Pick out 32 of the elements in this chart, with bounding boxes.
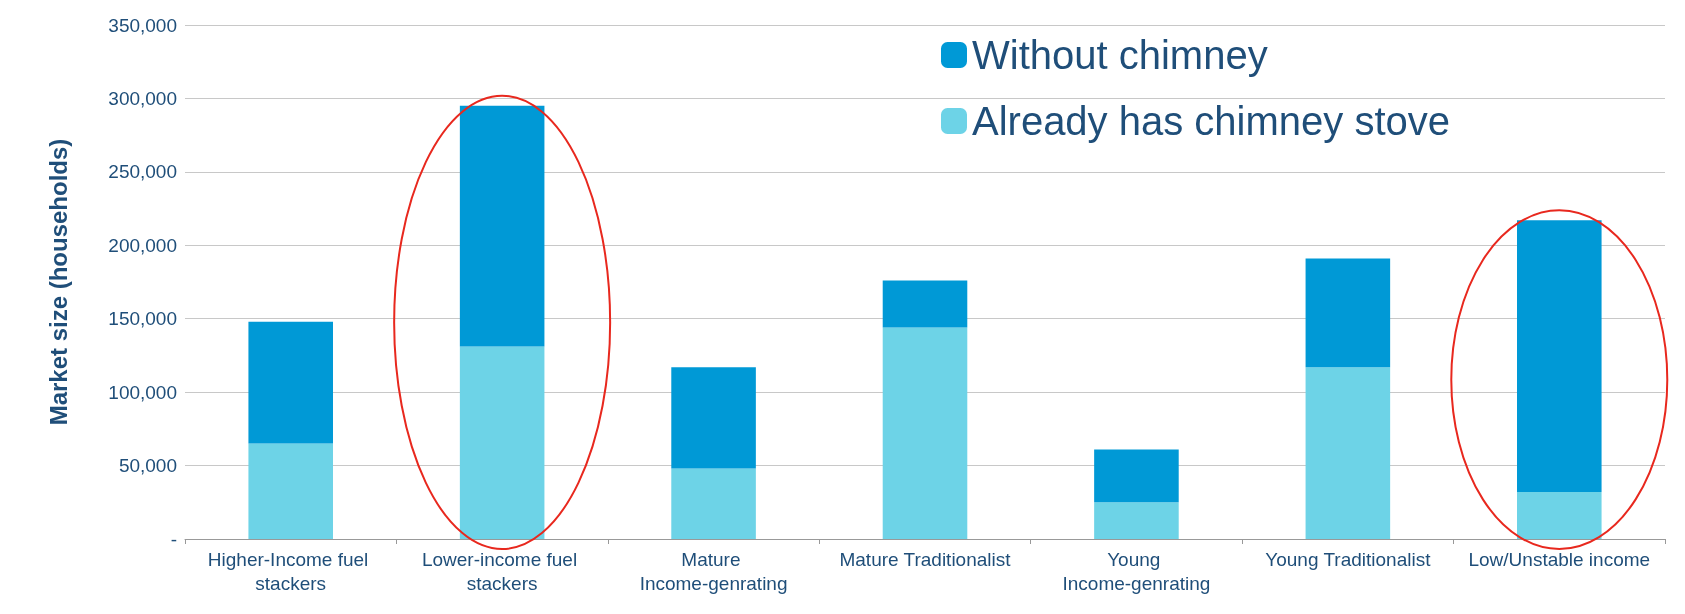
bar: [1517, 220, 1602, 493]
bar: [671, 468, 756, 539]
y-tick-label: 150,000: [108, 308, 177, 330]
bar: [882, 280, 968, 328]
legend-label: Without chimney: [971, 33, 1268, 77]
bar: [248, 443, 333, 539]
y-tick-label: 200,000: [108, 234, 177, 256]
legend-label: Already has chimney stove: [971, 99, 1451, 143]
y-tick-label: -: [170, 528, 177, 550]
y-tick-label: 300,000: [108, 87, 177, 109]
x-tick-label: Young Traditionalist: [1265, 548, 1432, 570]
y-tick-label: 50,000: [118, 455, 177, 477]
bar: [1517, 492, 1602, 539]
bar: [459, 346, 545, 539]
y-tick-label: 250,000: [108, 161, 177, 183]
bar: [459, 105, 545, 347]
bar: [1305, 258, 1391, 368]
y-tick-label: 350,000: [108, 14, 177, 36]
x-tick-label: Mature Income-genrating: [639, 548, 788, 594]
x-tick-label: Higher-Income fuel stackers: [207, 548, 374, 594]
x-tick-label: Mature Traditionalist: [839, 548, 1012, 570]
x-tick-label: Lower-income fuel stackers: [421, 548, 583, 594]
bar: [1094, 449, 1179, 503]
bar: [248, 321, 333, 444]
bar: [1305, 367, 1391, 539]
bar: [671, 367, 756, 469]
y-tick-label: 100,000: [108, 381, 177, 403]
x-tick-label: Low/Unstable income: [1468, 548, 1651, 570]
bar: [882, 327, 968, 539]
bar: [1094, 502, 1179, 539]
y-axis-title: Market size (households): [44, 138, 72, 426]
x-tick-label: Young Income-genrating: [1062, 548, 1211, 594]
